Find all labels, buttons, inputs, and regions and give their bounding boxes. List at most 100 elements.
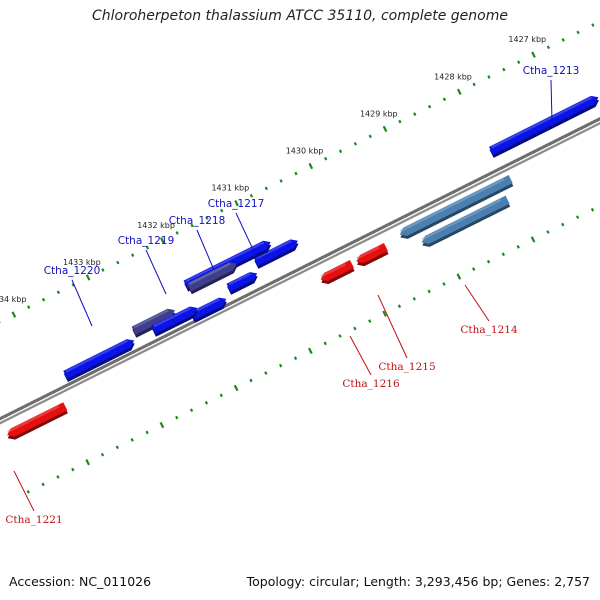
inner-scale-major-tick <box>456 273 462 280</box>
inner-scale-minor-tick <box>397 304 402 309</box>
gene-arrow-ctha-1213[interactable] <box>489 95 599 155</box>
kbp-label: 1430 kbp <box>286 147 324 156</box>
outer-scale-major-tick <box>308 162 314 170</box>
gene-arrow-ctha-1218[interactable] <box>226 272 258 292</box>
leader-line-ctha-1220 <box>71 279 93 327</box>
gene-arrow-ctha-1217-part2-highlight <box>185 241 265 283</box>
outer-scale-minor-tick <box>220 208 224 213</box>
gene-arrow-ctha-1215[interactable] <box>356 243 388 264</box>
outer-scale-minor-tick <box>101 268 105 272</box>
kbp-label: 1432 kbp <box>137 221 175 230</box>
outer-scale-minor-tick <box>502 67 506 72</box>
gene-arrow-ctha-1219-part2[interactable] <box>131 308 175 335</box>
outer-scale-minor-tick <box>279 179 283 183</box>
gene-arrow-ctha-1215-highlight <box>356 246 380 260</box>
inner-scale-minor-tick <box>442 282 446 286</box>
gene-label-ctha-1219[interactable]: Ctha_1219 <box>118 235 175 247</box>
gene-arrow-ctha-1217[interactable] <box>253 239 298 266</box>
gene-arrow-ctha-1219-highlight <box>189 262 231 285</box>
inner-scale-minor-tick <box>115 445 120 450</box>
outer-scale-minor-tick <box>427 104 432 109</box>
kbp-label: 1427 kbp <box>508 35 546 44</box>
outer-scale-minor-tick <box>205 216 209 220</box>
gene-label-ctha-1215[interactable]: Ctha_1215 <box>378 361 435 373</box>
outer-scale-minor-tick <box>145 245 150 250</box>
gene-label-ctha-1221[interactable]: Ctha_1221 <box>5 514 62 526</box>
outer-scale-major-tick <box>11 311 17 318</box>
leader-line-ctha-1221 <box>13 470 35 512</box>
kbp-label: 1433 kbp <box>63 258 101 267</box>
inner-scale-minor-tick <box>486 259 491 264</box>
inner-scale-minor-tick <box>323 341 327 346</box>
gene-label-ctha-1213[interactable]: Ctha_1213 <box>523 65 580 77</box>
outer-scale-major-tick <box>85 274 91 281</box>
outer-scale-major-tick <box>382 125 388 133</box>
outer-scale-minor-tick <box>264 186 268 191</box>
kbp-label: 1434 kbp <box>0 295 26 304</box>
kbp-label: 1428 kbp <box>434 72 472 81</box>
inner-scale-minor-tick <box>189 408 194 413</box>
inner-scale-minor-tick <box>338 334 342 338</box>
outer-scale-minor-tick <box>190 223 194 228</box>
outer-scale-minor-tick <box>398 119 402 124</box>
outer-scale-minor-tick <box>561 38 565 42</box>
gene-label-ctha-1220[interactable]: Ctha_1220 <box>44 265 101 277</box>
inner-scale-minor-tick <box>204 400 209 405</box>
leader-line-ctha-1218 <box>196 229 215 271</box>
gene-arrow-ctha-1217-highlight <box>255 239 292 260</box>
outer-scale-minor-tick <box>41 297 46 302</box>
inner-scale-minor-tick <box>249 378 253 383</box>
gene-arrow-ctha-1218-part2[interactable] <box>190 297 227 320</box>
outer-scale-major-tick <box>456 88 462 96</box>
outer-scale-major-tick <box>234 200 239 207</box>
inner-scale-major-tick <box>85 458 90 466</box>
inner-scale-minor-tick <box>279 363 283 368</box>
inner-scale-minor-tick <box>546 230 550 234</box>
outer-scale-minor-tick <box>56 290 61 295</box>
accession-text: Accession: NC_011026 <box>9 574 152 589</box>
inner-scale-minor-tick <box>427 289 431 294</box>
gene-arrow-ctha-1216-highlight <box>320 263 346 278</box>
inner-scale-minor-tick <box>145 430 149 435</box>
outer-scale-minor-tick <box>368 134 372 139</box>
gene-arrow-ctha-1218-part2-highlight <box>192 298 221 314</box>
inner-scale-minor-tick <box>561 222 565 227</box>
outer-scale-minor-tick <box>71 283 75 287</box>
inner-scale-major-tick <box>382 310 387 317</box>
inner-scale-minor-tick <box>293 356 298 361</box>
inner-scale-minor-tick <box>100 452 105 457</box>
gene-label-ctha-1214[interactable]: Ctha_1214 <box>460 324 518 336</box>
inner-scale-minor-tick <box>264 371 268 375</box>
inner-scale-minor-tick <box>472 267 476 271</box>
outer-scale-minor-tick <box>546 45 551 50</box>
gene-arrow-ctha-1220-part2[interactable] <box>63 339 135 379</box>
gene-label-ctha-1217[interactable]: Ctha_1217 <box>208 198 265 210</box>
inner-scale-minor-tick <box>501 252 506 257</box>
gene-label-ctha-1218[interactable]: Ctha_1218 <box>169 215 226 227</box>
leader-line-ctha-1215 <box>377 294 408 359</box>
gene-arrow-ctha-1219[interactable] <box>187 262 237 292</box>
inner-scale-minor-tick <box>71 467 75 472</box>
leader-line-ctha-1217 <box>235 212 258 259</box>
inner-scale-minor-tick <box>130 438 134 442</box>
inner-scale-major-tick <box>308 347 313 354</box>
leader-line-ctha-1213 <box>550 79 553 123</box>
gene-arrow-ctha-1220-part2-highlight <box>65 339 129 373</box>
outer-scale-minor-tick <box>324 156 328 161</box>
gene-arrow-ctha-1220[interactable] <box>151 306 198 334</box>
gene-arrow-ctha-1220-highlight <box>153 306 192 328</box>
inner-scale-minor-tick <box>353 326 357 331</box>
outer-scale-minor-tick <box>517 60 521 64</box>
inner-scale-major-tick <box>159 421 165 429</box>
leader-line-ctha-1216 <box>349 335 372 376</box>
leader-line-ctha-1214 <box>464 284 490 322</box>
outer-scale-major-tick <box>160 237 165 244</box>
outer-scale-minor-tick <box>442 97 447 102</box>
gene-arrow-ctha-1218-highlight <box>228 272 252 286</box>
inner-scale-minor-tick <box>575 215 580 219</box>
gene-label-ctha-1216[interactable]: Ctha_1216 <box>342 378 400 390</box>
inner-scale-minor-tick <box>26 490 30 494</box>
inner-scale-minor-tick <box>219 393 223 398</box>
genome-summary-text: Topology: circular; Length: 3,293,456 bp… <box>246 574 590 589</box>
